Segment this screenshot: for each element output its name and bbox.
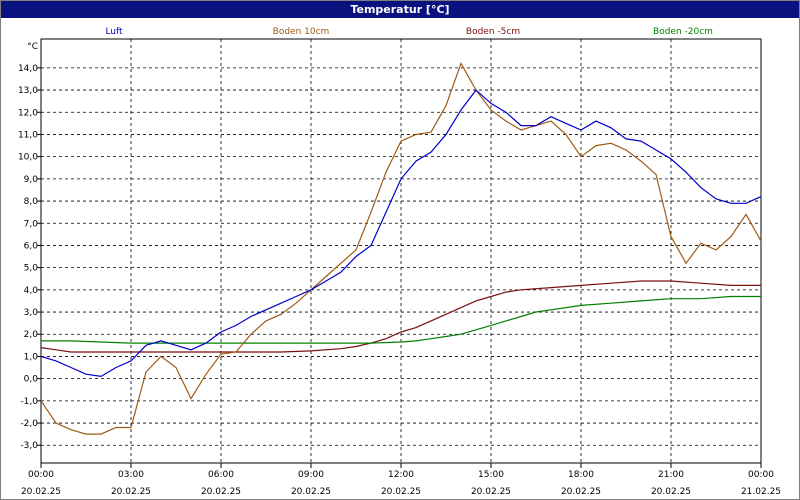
x-tick-time: 00:00	[28, 470, 54, 480]
x-tick-date: 20.02.25	[651, 487, 691, 497]
legend-entry: Luft	[105, 27, 123, 37]
y-tick-label: 3,0	[24, 308, 39, 318]
y-tick-label: 4,0	[24, 286, 39, 296]
x-tick-time: 06:00	[208, 470, 234, 480]
x-tick-date: 20.02.25	[471, 487, 511, 497]
legend-entry: Boden 10cm	[273, 27, 330, 37]
x-tick-time: 18:00	[568, 470, 594, 480]
y-tick-label: 8,0	[24, 197, 39, 207]
x-tick-time: 12:00	[388, 470, 414, 480]
y-tick-label: 10,0	[18, 153, 38, 163]
x-tick-date: 20.02.25	[291, 487, 331, 497]
y-tick-label: 6,0	[24, 241, 39, 251]
series-line-luft	[40, 89, 762, 378]
x-tick-date: 20.02.25	[381, 487, 421, 497]
x-tick-date: 20.02.25	[111, 487, 151, 497]
y-tick-label: 13,0	[18, 86, 38, 96]
series-line-boden-5cm	[40, 280, 761, 353]
x-tick-date: 20.02.25	[21, 487, 61, 497]
series-line-boden-20cm	[41, 295, 761, 344]
y-tick-label: -1,0	[20, 397, 38, 407]
y-tick-label: 0,0	[24, 375, 39, 385]
y-tick-label: 14,0	[18, 64, 38, 74]
legend-entry: Boden -5cm	[466, 27, 520, 37]
x-tick-date: 20.02.25	[201, 487, 241, 497]
y-tick-label: 11,0	[18, 130, 38, 140]
y-tick-label: 2,0	[24, 330, 39, 340]
series-line-boden-10cm	[40, 61, 762, 435]
x-tick-date: 20.02.25	[561, 487, 601, 497]
x-tick-date: 21.02.25	[741, 487, 781, 497]
y-tick-label: 1,0	[24, 352, 39, 362]
y-tick-label: 12,0	[18, 108, 38, 118]
y-tick-label: 7,0	[24, 219, 39, 229]
y-tick-label: -3,0	[20, 441, 38, 451]
chart-title: Temperatur [°C]	[1, 1, 799, 18]
y-tick-label: 9,0	[24, 175, 39, 185]
x-tick-time: 15:00	[478, 470, 504, 480]
y-tick-label: 5,0	[24, 264, 39, 274]
x-tick-time: 09:00	[298, 470, 324, 480]
x-tick-time: 03:00	[118, 470, 144, 480]
y-axis-unit: °C	[27, 42, 38, 52]
x-tick-time: 00:00	[748, 470, 774, 480]
legend-entry: Boden -20cm	[653, 27, 713, 37]
y-tick-label: -2,0	[20, 419, 38, 429]
x-tick-time: 21:00	[658, 470, 684, 480]
